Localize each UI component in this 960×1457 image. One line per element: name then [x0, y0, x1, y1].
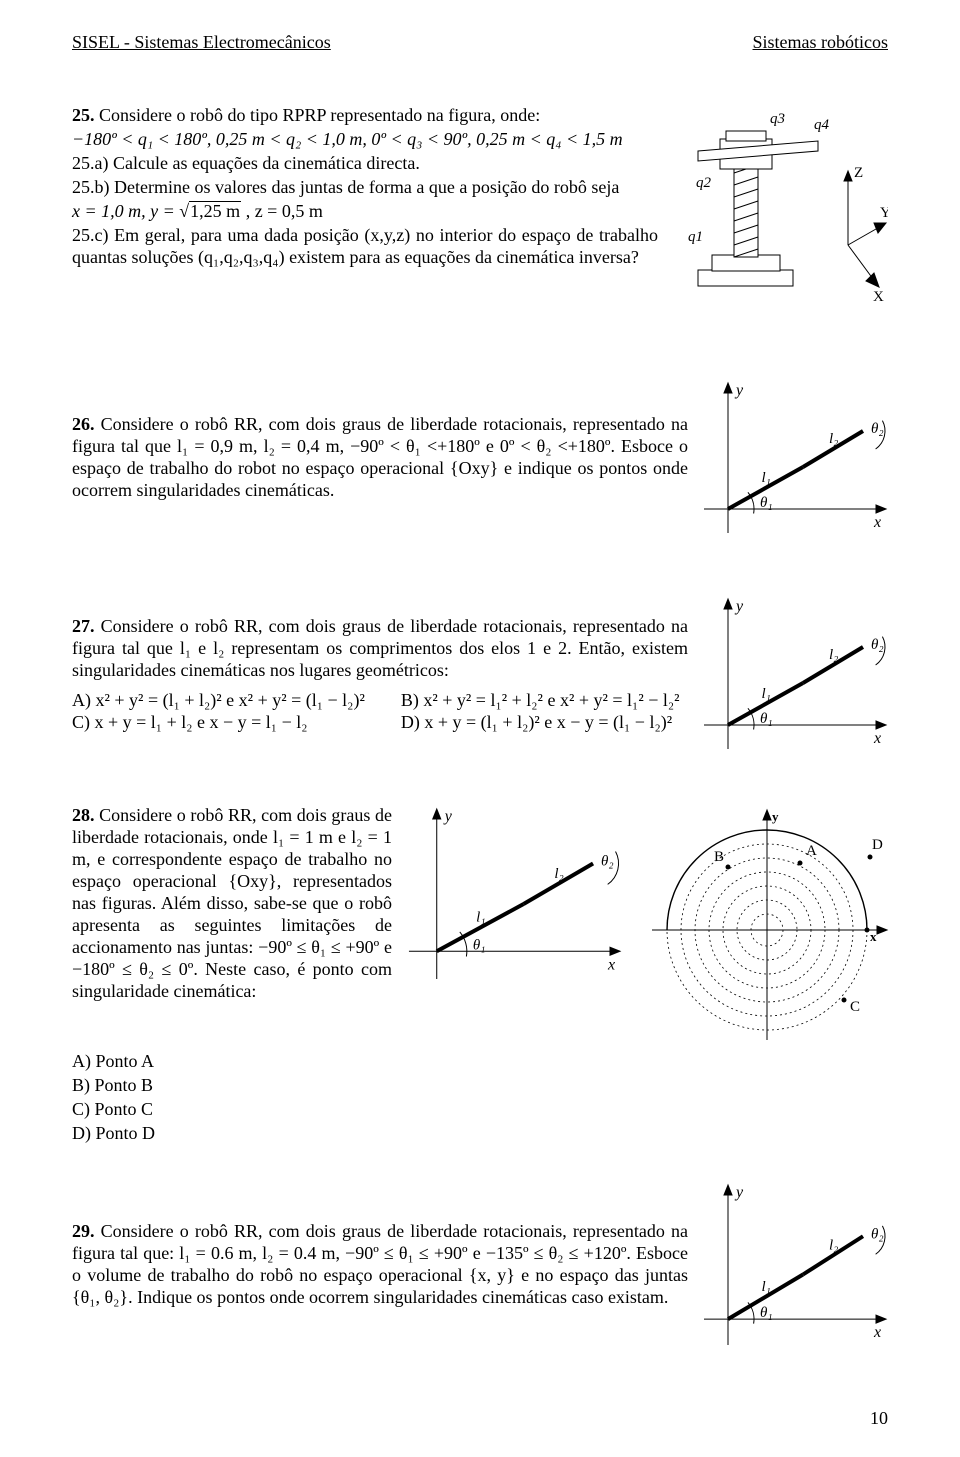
svg-text:l₂: l₂: [829, 431, 838, 447]
svg-text:A: A: [806, 843, 817, 859]
svg-text:D: D: [872, 837, 883, 853]
q28-workspace-diagram: x y B A D C: [632, 805, 892, 1045]
svg-text:Z: Z: [854, 165, 863, 181]
svg-text:l₁: l₁: [476, 910, 485, 926]
q29-text: 29. Considere o robô RR, com dois graus …: [72, 1221, 688, 1311]
svg-text:B: B: [714, 849, 724, 865]
svg-text:y: y: [772, 809, 779, 824]
svg-text:y: y: [734, 598, 744, 615]
svg-text:y: y: [734, 382, 744, 399]
svg-text:Y: Y: [880, 205, 888, 221]
svg-text:x: x: [870, 929, 877, 944]
q26-rr-diagram: x y l₁ l₂ θ₁ θ₂: [698, 379, 888, 539]
svg-text:q4: q4: [814, 117, 830, 133]
q27-optC: C) x + y = l₁ + l₂ e x − y = l₁ − l₂: [72, 712, 365, 734]
q27-optB: B) x² + y² = l₁² + l₂² e x² + y² = l₁² −…: [401, 690, 680, 712]
q25-robot-diagram: q1 q2 q3 q4 Z Y X: [668, 105, 888, 315]
svg-text:θ₂: θ₂: [871, 421, 884, 437]
svg-text:θ₁: θ₁: [760, 711, 773, 727]
svg-text:l₁: l₁: [762, 470, 771, 486]
q27-optA: A) x² + y² = (l₁ + l₂)² e x² + y² = (l₁ …: [72, 690, 365, 712]
svg-text:l₂: l₂: [829, 647, 838, 663]
q28-text: 28. Considere o robô RR, com dois graus …: [72, 805, 392, 1005]
page-number: 10: [870, 1408, 888, 1429]
svg-text:l₁: l₁: [762, 1279, 771, 1295]
svg-text:y: y: [443, 808, 453, 825]
q27-optD: D) x + y = (l₁ + l₂)² e x − y = (l₁ − l₂…: [401, 712, 680, 734]
svg-text:l₁: l₁: [762, 686, 771, 702]
q25-text: 25. Considere o robô do tipo RPRP repres…: [72, 105, 658, 271]
q28-rr-diagram: x y l₁ l₂ θ₁ θ₂: [402, 805, 622, 985]
header-right: Sistemas robóticos: [753, 32, 889, 53]
svg-text:y: y: [734, 1184, 744, 1201]
svg-text:q3: q3: [770, 111, 785, 127]
svg-text:x: x: [873, 1324, 881, 1341]
svg-text:q1: q1: [688, 229, 703, 245]
svg-text:θ₁: θ₁: [760, 495, 773, 511]
svg-text:x: x: [873, 730, 881, 747]
svg-text:θ₂: θ₂: [601, 854, 614, 870]
svg-text:l₂: l₂: [554, 866, 563, 882]
svg-text:X: X: [873, 289, 884, 305]
svg-text:q2: q2: [696, 175, 712, 191]
svg-text:θ₂: θ₂: [871, 1226, 884, 1242]
svg-text:C: C: [850, 999, 860, 1015]
q28-answers: A) Ponto A B) Ponto B C) Ponto C D) Pont…: [72, 1051, 888, 1145]
q27-rr-diagram: x y l₁ l₂ θ₁ θ₂: [698, 595, 888, 755]
svg-text:l₂: l₂: [829, 1237, 838, 1253]
svg-text:θ₁: θ₁: [473, 937, 486, 953]
q26-text: 26. Considere o robô RR, com dois graus …: [72, 414, 688, 504]
svg-text:x: x: [873, 514, 881, 531]
svg-text:θ₂: θ₂: [871, 637, 884, 653]
q27-text: 27. Considere o robô RR, com dois graus …: [72, 616, 688, 734]
q29-rr-diagram: x y l₁ l₂ θ₁ θ₂: [698, 1181, 888, 1351]
svg-text:θ₁: θ₁: [760, 1305, 773, 1321]
header-left: SISEL - Sistemas Electromecânicos: [72, 32, 331, 53]
svg-text:x: x: [607, 956, 615, 973]
